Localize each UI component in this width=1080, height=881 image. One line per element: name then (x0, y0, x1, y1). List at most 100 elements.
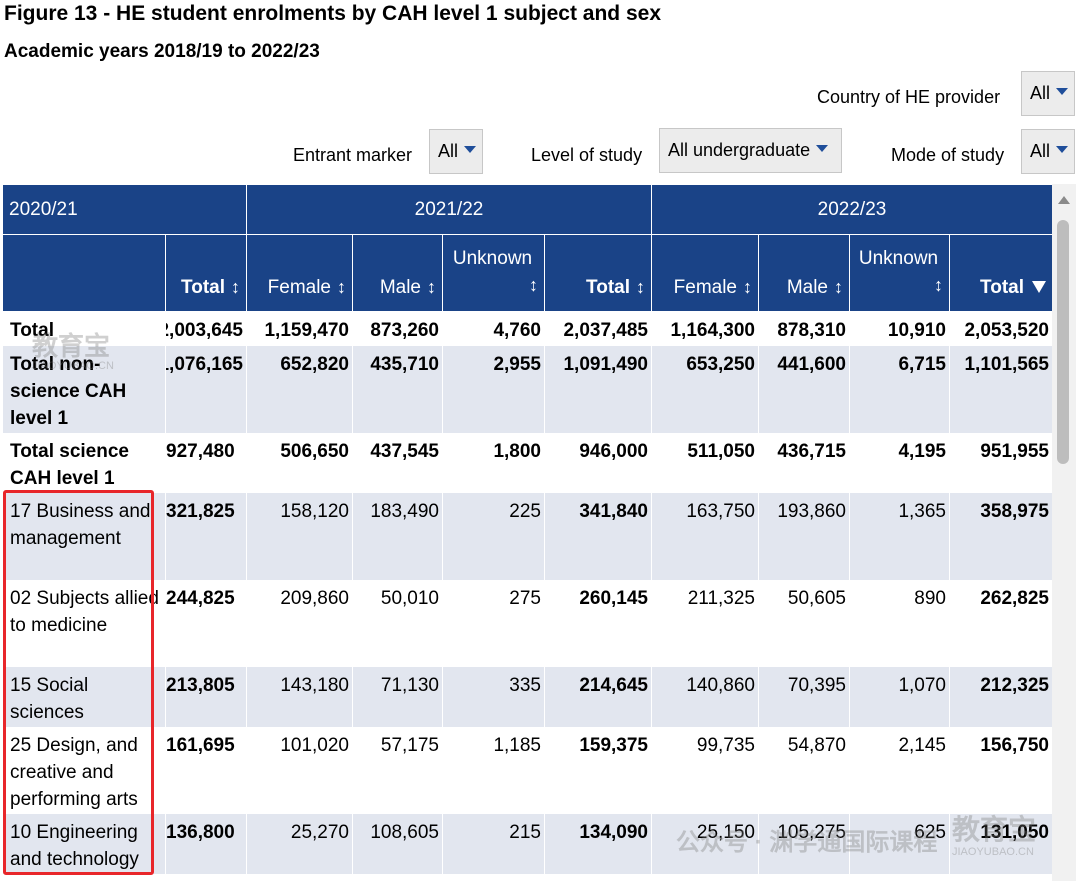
column-header-unknown-2021-22[interactable]: Unknown ↕ (442, 234, 545, 312)
sort-icon: ↕ (636, 277, 645, 297)
mode-filter-dropdown[interactable]: All (1021, 129, 1075, 174)
cell-female-2021-22: 158,120 (246, 492, 353, 580)
cell-unknown-2021-22: 1,185 (442, 726, 545, 814)
table-row: Total 2,003,645 1,159,470 873,260 4,760 … (2, 311, 1052, 346)
row-label: Total science CAH level 1 (2, 432, 166, 493)
cell-male-2021-22: 435,710 (352, 345, 443, 433)
enrolments-table: 2020/21 2021/22 2022/23 Total ↕ Female ↕ M… (2, 184, 1052, 874)
country-filter-value: All (1030, 83, 1051, 103)
entrant-filter-dropdown[interactable]: All (429, 129, 483, 174)
column-header-label: Total (980, 277, 1024, 298)
cell-total-2022-23: 212,325 (949, 666, 1052, 727)
cell-total-2022-23: 951,955 (949, 432, 1052, 493)
enrolments-table-container[interactable]: 2020/21 2021/22 2022/23 Total ↕ Female ↕ M… (2, 184, 1052, 881)
cell-male-2021-22: 50,010 (352, 579, 443, 667)
cell-male-2022-23: 70,395 (758, 666, 850, 727)
cell-male-2021-22: 108,605 (352, 813, 443, 874)
table-row: 25 Design, and creative and performing a… (2, 726, 1052, 814)
cell-unknown-2021-22: 2,955 (442, 345, 545, 433)
cell-male-2021-22: 873,260 (352, 311, 443, 346)
column-header-label: Total (181, 277, 225, 298)
cell-total-2021-22: 159,375 (544, 726, 652, 814)
scroll-up-arrow-icon[interactable] (1058, 196, 1070, 204)
cell-total-2021-22: 2,037,485 (544, 311, 652, 346)
cell-unknown-2021-22: 1,800 (442, 432, 545, 493)
cell-total-2022-23: 2,053,520 (949, 311, 1052, 346)
chevron-down-icon (1056, 146, 1069, 153)
cell-total-2021-22: 1,091,490 (544, 345, 652, 433)
cell-total-2020-21: 244,825 (165, 579, 247, 667)
cell-total-2021-22: 946,000 (544, 432, 652, 493)
cell-male-2022-23: 436,715 (758, 432, 850, 493)
cell-total-2022-23: 131,050 (949, 813, 1052, 874)
column-header-total-2021-22[interactable]: Total ↕ (544, 234, 652, 312)
column-header-male-2022-23[interactable]: Male ↕ (758, 234, 850, 312)
cell-total-2021-22: 214,645 (544, 666, 652, 727)
cell-female-2021-22: 25,270 (246, 813, 353, 874)
cell-total-2020-21: 161,695 (165, 726, 247, 814)
cell-total-2021-22: 134,090 (544, 813, 652, 874)
column-header-label: Total (586, 277, 630, 298)
cell-female-2021-22: 652,820 (246, 345, 353, 433)
cell-male-2021-22: 57,175 (352, 726, 443, 814)
cell-unknown-2021-22: 225 (442, 492, 545, 580)
cell-female-2022-23: 511,050 (651, 432, 759, 493)
table-row: Total science CAH level 1 927,480 506,65… (2, 432, 1052, 493)
cell-male-2021-22: 71,130 (352, 666, 443, 727)
cell-female-2021-22: 1,159,470 (246, 311, 353, 346)
column-header-female-2022-23[interactable]: Female ↕ (651, 234, 759, 312)
row-label: Total non-science CAH level 1 (2, 345, 166, 433)
cell-male-2021-22: 183,490 (352, 492, 443, 580)
cell-total-2020-21: 2,003,645 (165, 311, 247, 346)
sort-descending-icon (1032, 281, 1046, 293)
cell-female-2021-22: 101,020 (246, 726, 353, 814)
column-header-label: Female (673, 277, 737, 298)
year-header-2022-23: 2022/23 (651, 184, 1052, 235)
cell-male-2022-23: 878,310 (758, 311, 850, 346)
year-header-2020-21: 2020/21 (2, 184, 247, 235)
cell-male-2022-23: 441,600 (758, 345, 850, 433)
page-title: Figure 13 - HE student enrolments by CAH… (4, 2, 662, 25)
cell-total-2020-21: 1,076,165 (165, 345, 247, 433)
vertical-scrollbar[interactable] (1052, 184, 1076, 881)
sort-icon: ↕ (529, 275, 538, 295)
cell-female-2021-22: 143,180 (246, 666, 353, 727)
row-label: 17 Business and management (2, 492, 166, 580)
cell-unknown-2022-23: 625 (849, 813, 950, 874)
table-row: Total non-science CAH level 1 1,076,165 … (2, 345, 1052, 433)
level-filter-label: Level of study (531, 145, 643, 165)
entrant-filter-value: All (438, 141, 459, 161)
sort-icon: ↕ (337, 277, 346, 297)
cell-unknown-2021-22: 275 (442, 579, 545, 667)
table-row: 10 Engineering and technology 136,800 25… (2, 813, 1052, 874)
cell-unknown-2022-23: 1,365 (849, 492, 950, 580)
cell-male-2022-23: 105,275 (758, 813, 850, 874)
level-filter-dropdown[interactable]: All undergraduate (659, 128, 842, 173)
country-filter-dropdown[interactable]: All (1021, 71, 1075, 116)
country-filter-label: Country of HE provider (817, 87, 1001, 107)
column-header-male-2021-22[interactable]: Male ↕ (352, 234, 443, 312)
subject-column-header (2, 234, 166, 312)
column-header-label: Male (786, 277, 828, 298)
cell-female-2022-23: 163,750 (651, 492, 759, 580)
sort-icon: ↕ (934, 275, 943, 295)
row-label: Total (2, 311, 166, 346)
column-header-total-2020-21[interactable]: Total ↕ (165, 234, 247, 312)
cell-total-2022-23: 358,975 (949, 492, 1052, 580)
column-header-total-2022-23[interactable]: Total (949, 234, 1052, 312)
cell-unknown-2021-22: 335 (442, 666, 545, 727)
scrollbar-thumb[interactable] (1057, 220, 1069, 464)
sort-icon: ↕ (834, 277, 843, 297)
column-header-female-2021-22[interactable]: Female ↕ (246, 234, 353, 312)
cell-total-2021-22: 341,840 (544, 492, 652, 580)
cell-female-2022-23: 211,325 (651, 579, 759, 667)
column-header-label: Unknown (452, 248, 533, 269)
cell-unknown-2022-23: 10,910 (849, 311, 950, 346)
cell-female-2021-22: 506,650 (246, 432, 353, 493)
column-header-unknown-2022-23[interactable]: Unknown ↕ (849, 234, 950, 312)
cell-female-2022-23: 25,150 (651, 813, 759, 874)
cell-male-2022-23: 54,870 (758, 726, 850, 814)
cell-unknown-2021-22: 215 (442, 813, 545, 874)
row-label: 25 Design, and creative and performing a… (2, 726, 166, 814)
cell-male-2022-23: 193,860 (758, 492, 850, 580)
